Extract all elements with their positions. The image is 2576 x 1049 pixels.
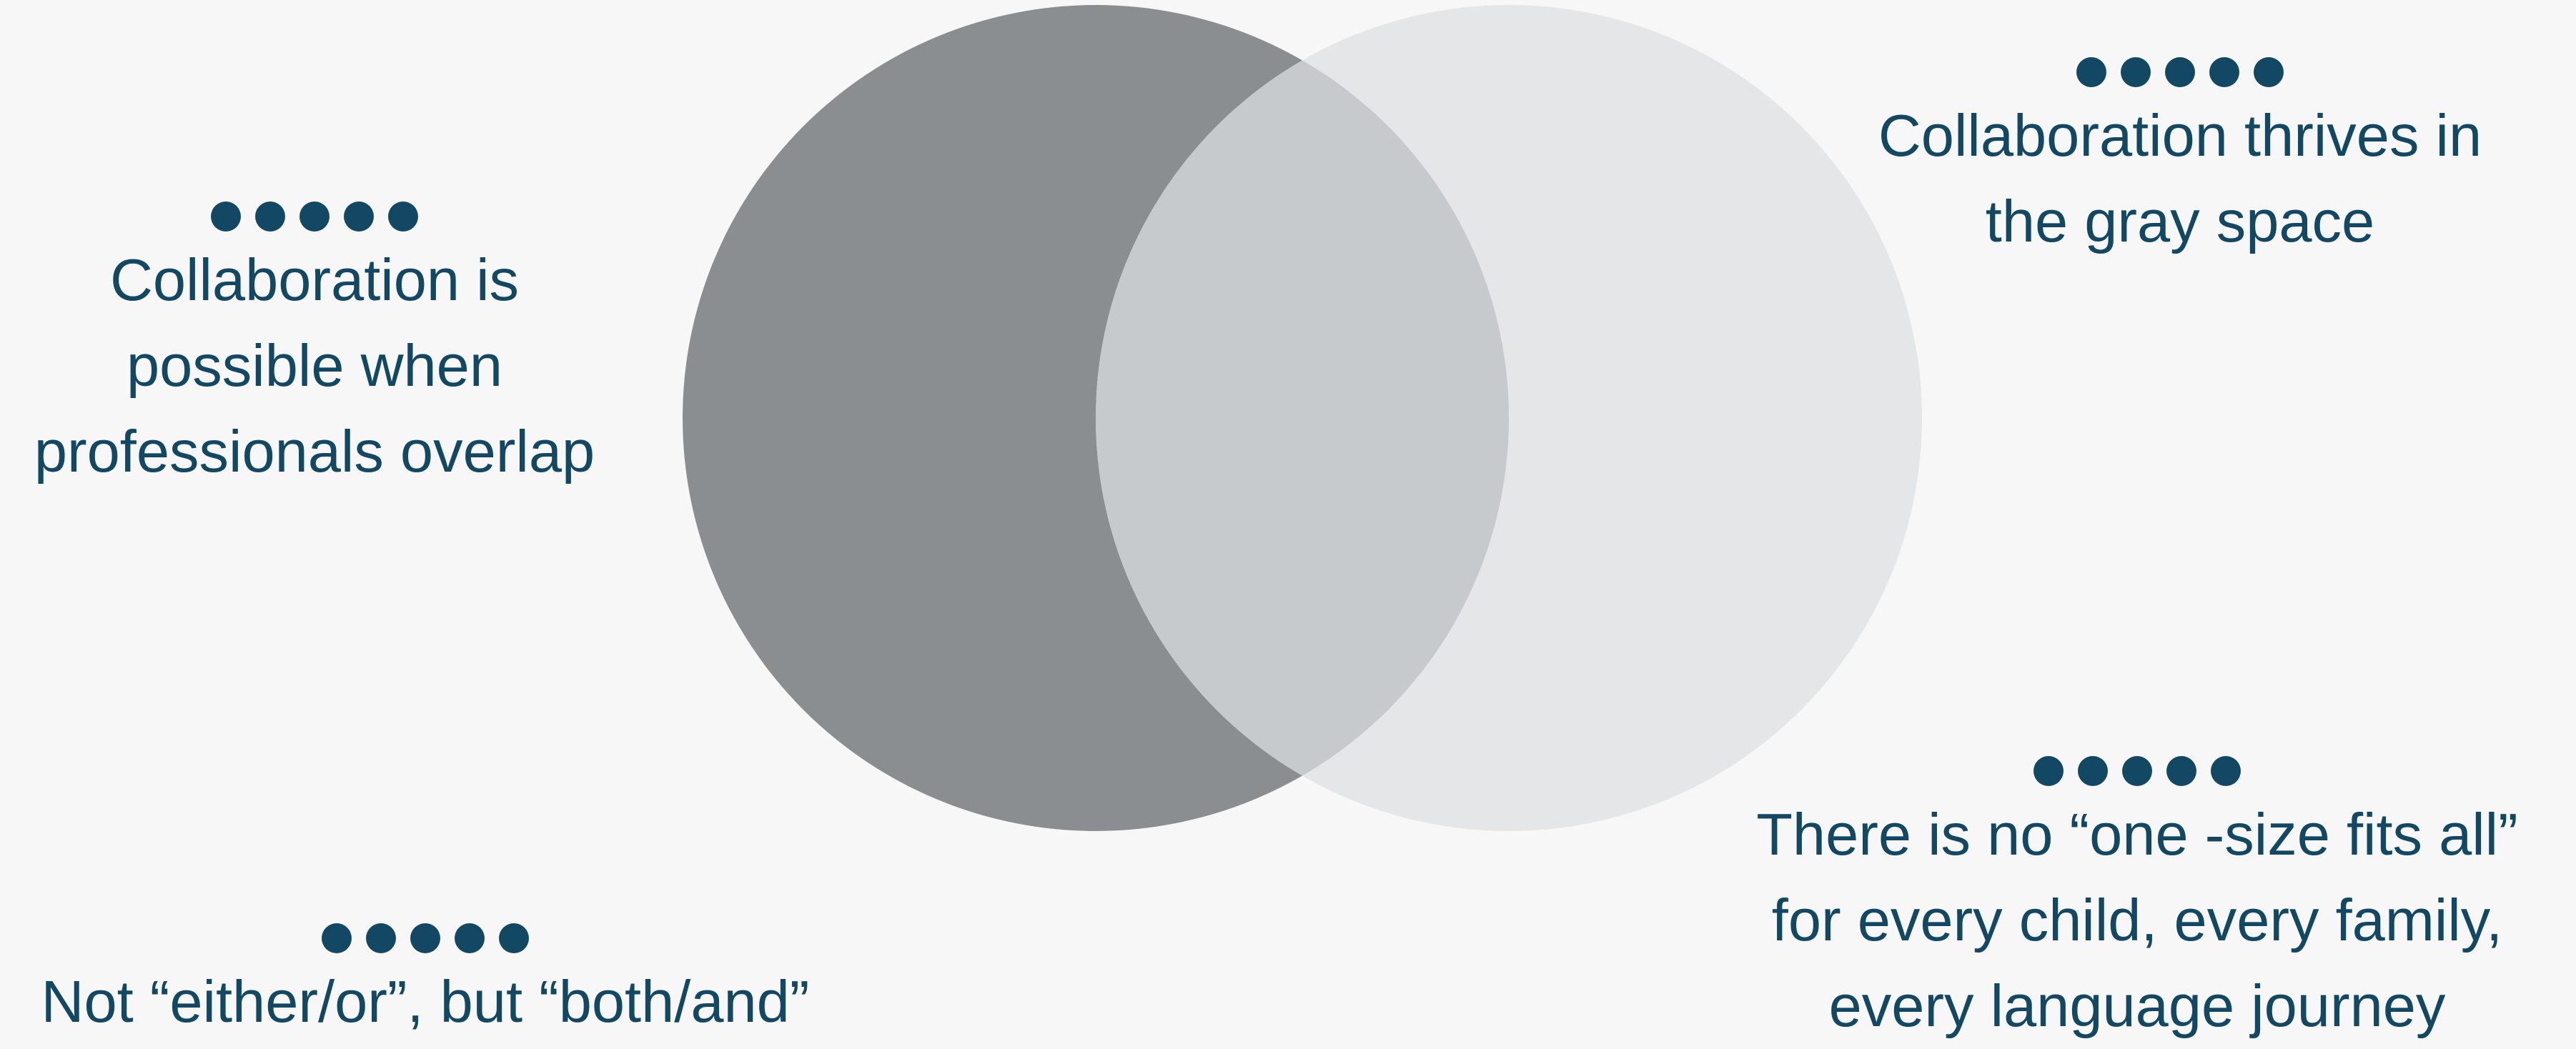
overlap-region <box>1096 5 1509 831</box>
bullet-dots <box>1715 756 2559 787</box>
dot-icon <box>2122 756 2152 786</box>
bullet-dots <box>1844 57 2516 89</box>
dot-icon <box>299 202 330 232</box>
callout-bottom-left-line: Not “either/or”, but “both/and” <box>41 968 810 1035</box>
callout-left-line: possible when <box>126 332 502 399</box>
dot-icon <box>455 923 485 953</box>
bullet-dots <box>14 923 836 955</box>
dot-icon <box>2076 57 2106 87</box>
dot-icon <box>2254 57 2284 87</box>
callout-left-line: Collaboration is <box>109 247 520 313</box>
callout-top-right: Collaboration thrives in the gray space <box>1844 57 2516 264</box>
dot-icon <box>322 923 352 953</box>
callout-bottom-right-line: There is no “one -size fits all” <box>1756 801 2518 867</box>
callout-left: Collaboration is possible when professio… <box>0 202 629 494</box>
callout-bottom-right-line: every language journey <box>1828 973 2446 1039</box>
callout-top-right-line: Collaboration thrives in <box>1878 102 2482 169</box>
dot-icon <box>499 923 529 953</box>
dot-icon <box>2033 756 2064 786</box>
dot-icon <box>2211 756 2241 786</box>
bullet-dots <box>0 202 629 233</box>
callout-top-right-line: the gray space <box>1985 188 2375 254</box>
dot-icon <box>2078 756 2108 786</box>
dot-icon <box>2166 756 2196 786</box>
dot-icon <box>255 202 285 232</box>
dot-icon <box>388 202 418 232</box>
dot-icon <box>344 202 374 232</box>
callout-bottom-right-line: for every child, every family, <box>1771 887 2503 953</box>
dot-icon <box>211 202 241 232</box>
dot-icon <box>2209 57 2239 87</box>
dot-icon <box>2165 57 2195 87</box>
dot-icon <box>2121 57 2151 87</box>
callout-bottom-right: There is no “one -size fits all” for eve… <box>1715 756 2559 1049</box>
callout-bottom-left: Not “either/or”, but “both/and” <box>14 923 836 1045</box>
callout-left-line: professionals overlap <box>34 418 595 484</box>
dot-icon <box>366 923 396 953</box>
dot-icon <box>410 923 440 953</box>
